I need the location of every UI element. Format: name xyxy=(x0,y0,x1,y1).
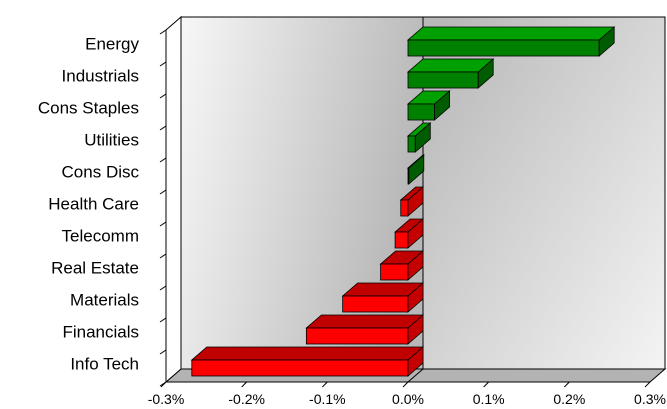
bar-industrials xyxy=(406,58,495,89)
bar-side-face xyxy=(477,58,494,89)
category-label: Info Tech xyxy=(70,354,139,373)
back-wall-positive xyxy=(423,17,665,369)
category-tick xyxy=(159,29,167,35)
category-label: Industrials xyxy=(62,66,139,85)
bar-side-face xyxy=(407,186,424,217)
x-tick-label: -0.1% xyxy=(309,391,346,407)
x-tick-label: 0.2% xyxy=(553,391,585,407)
bar-front-face xyxy=(305,327,409,345)
category-label: Financials xyxy=(62,322,139,341)
bar-front-face xyxy=(407,71,479,89)
bar-top-face xyxy=(305,314,425,329)
x-tick-label: -0.2% xyxy=(228,391,265,407)
bar-side-face xyxy=(407,314,424,345)
bar-energy xyxy=(406,26,616,57)
bar-side-face xyxy=(407,282,424,313)
x-tick xyxy=(241,381,248,388)
left-wall xyxy=(165,15,182,384)
category-label: Real Estate xyxy=(51,258,139,277)
labels-layer: -0.3% -0.2% -0.1% 0.0% 0.1% 0.2% 0.3% Energy Ind… xyxy=(38,34,666,407)
bar-front-face xyxy=(380,263,409,281)
category-tick xyxy=(159,349,167,355)
bar-top-face xyxy=(190,346,425,361)
bar-utilities xyxy=(406,122,432,153)
category-label: Cons Staples xyxy=(38,98,139,117)
x-tick xyxy=(321,381,328,388)
category-label: Telecomm xyxy=(62,226,139,245)
bar-front-face xyxy=(407,135,416,153)
category-tick xyxy=(159,189,167,195)
bar-side-face xyxy=(598,26,615,57)
bar-telecomm xyxy=(394,218,425,249)
bar-front-face xyxy=(407,103,436,121)
bar-health-care xyxy=(399,186,425,217)
bar-side-face xyxy=(408,154,425,185)
category-tick xyxy=(159,93,167,99)
category-tick xyxy=(159,317,167,323)
bar-financials xyxy=(305,314,425,345)
bar-front-face xyxy=(191,359,409,377)
x-tick xyxy=(644,381,651,388)
x-tick xyxy=(483,381,490,388)
bar-front-face xyxy=(394,231,409,249)
x-tick xyxy=(160,381,167,388)
category-label: Health Care xyxy=(48,194,139,213)
bar-cons-staples xyxy=(406,90,451,121)
bar-top-face xyxy=(406,26,616,41)
x-tick-label: 0.0% xyxy=(392,391,424,407)
bars-layer xyxy=(190,26,616,377)
bar-side-face xyxy=(407,346,424,377)
x-tick xyxy=(402,381,409,388)
bar-side-face xyxy=(434,90,451,121)
category-label: Cons Disc xyxy=(62,162,140,181)
back-wall-negative xyxy=(181,17,423,369)
bar-side-face xyxy=(414,122,431,153)
bar-front-face xyxy=(400,199,409,217)
category-label: Energy xyxy=(85,34,139,53)
bar-cons-disc xyxy=(406,154,425,185)
plot-area xyxy=(159,15,667,388)
bar-info-tech xyxy=(190,346,425,377)
x-tick-label: 0.3% xyxy=(634,391,666,407)
bar-front-face xyxy=(407,39,600,57)
category-tick xyxy=(159,61,167,67)
category-tick xyxy=(159,125,167,131)
x-tick-label: -0.3% xyxy=(148,391,185,407)
zero-floor-line xyxy=(407,368,424,383)
bar-real-estate xyxy=(379,250,425,281)
bar-front-face xyxy=(342,295,409,313)
x-tick xyxy=(563,381,570,388)
bar-side-face xyxy=(407,250,424,281)
category-tick xyxy=(159,285,167,291)
category-label: Utilities xyxy=(84,130,139,149)
x-tick-label: 0.1% xyxy=(473,391,505,407)
category-label: Materials xyxy=(70,290,139,309)
bar-materials xyxy=(341,282,425,313)
category-tick xyxy=(159,221,167,227)
bar-side-face xyxy=(407,218,424,249)
category-tick xyxy=(159,157,167,163)
category-tick xyxy=(159,253,167,259)
